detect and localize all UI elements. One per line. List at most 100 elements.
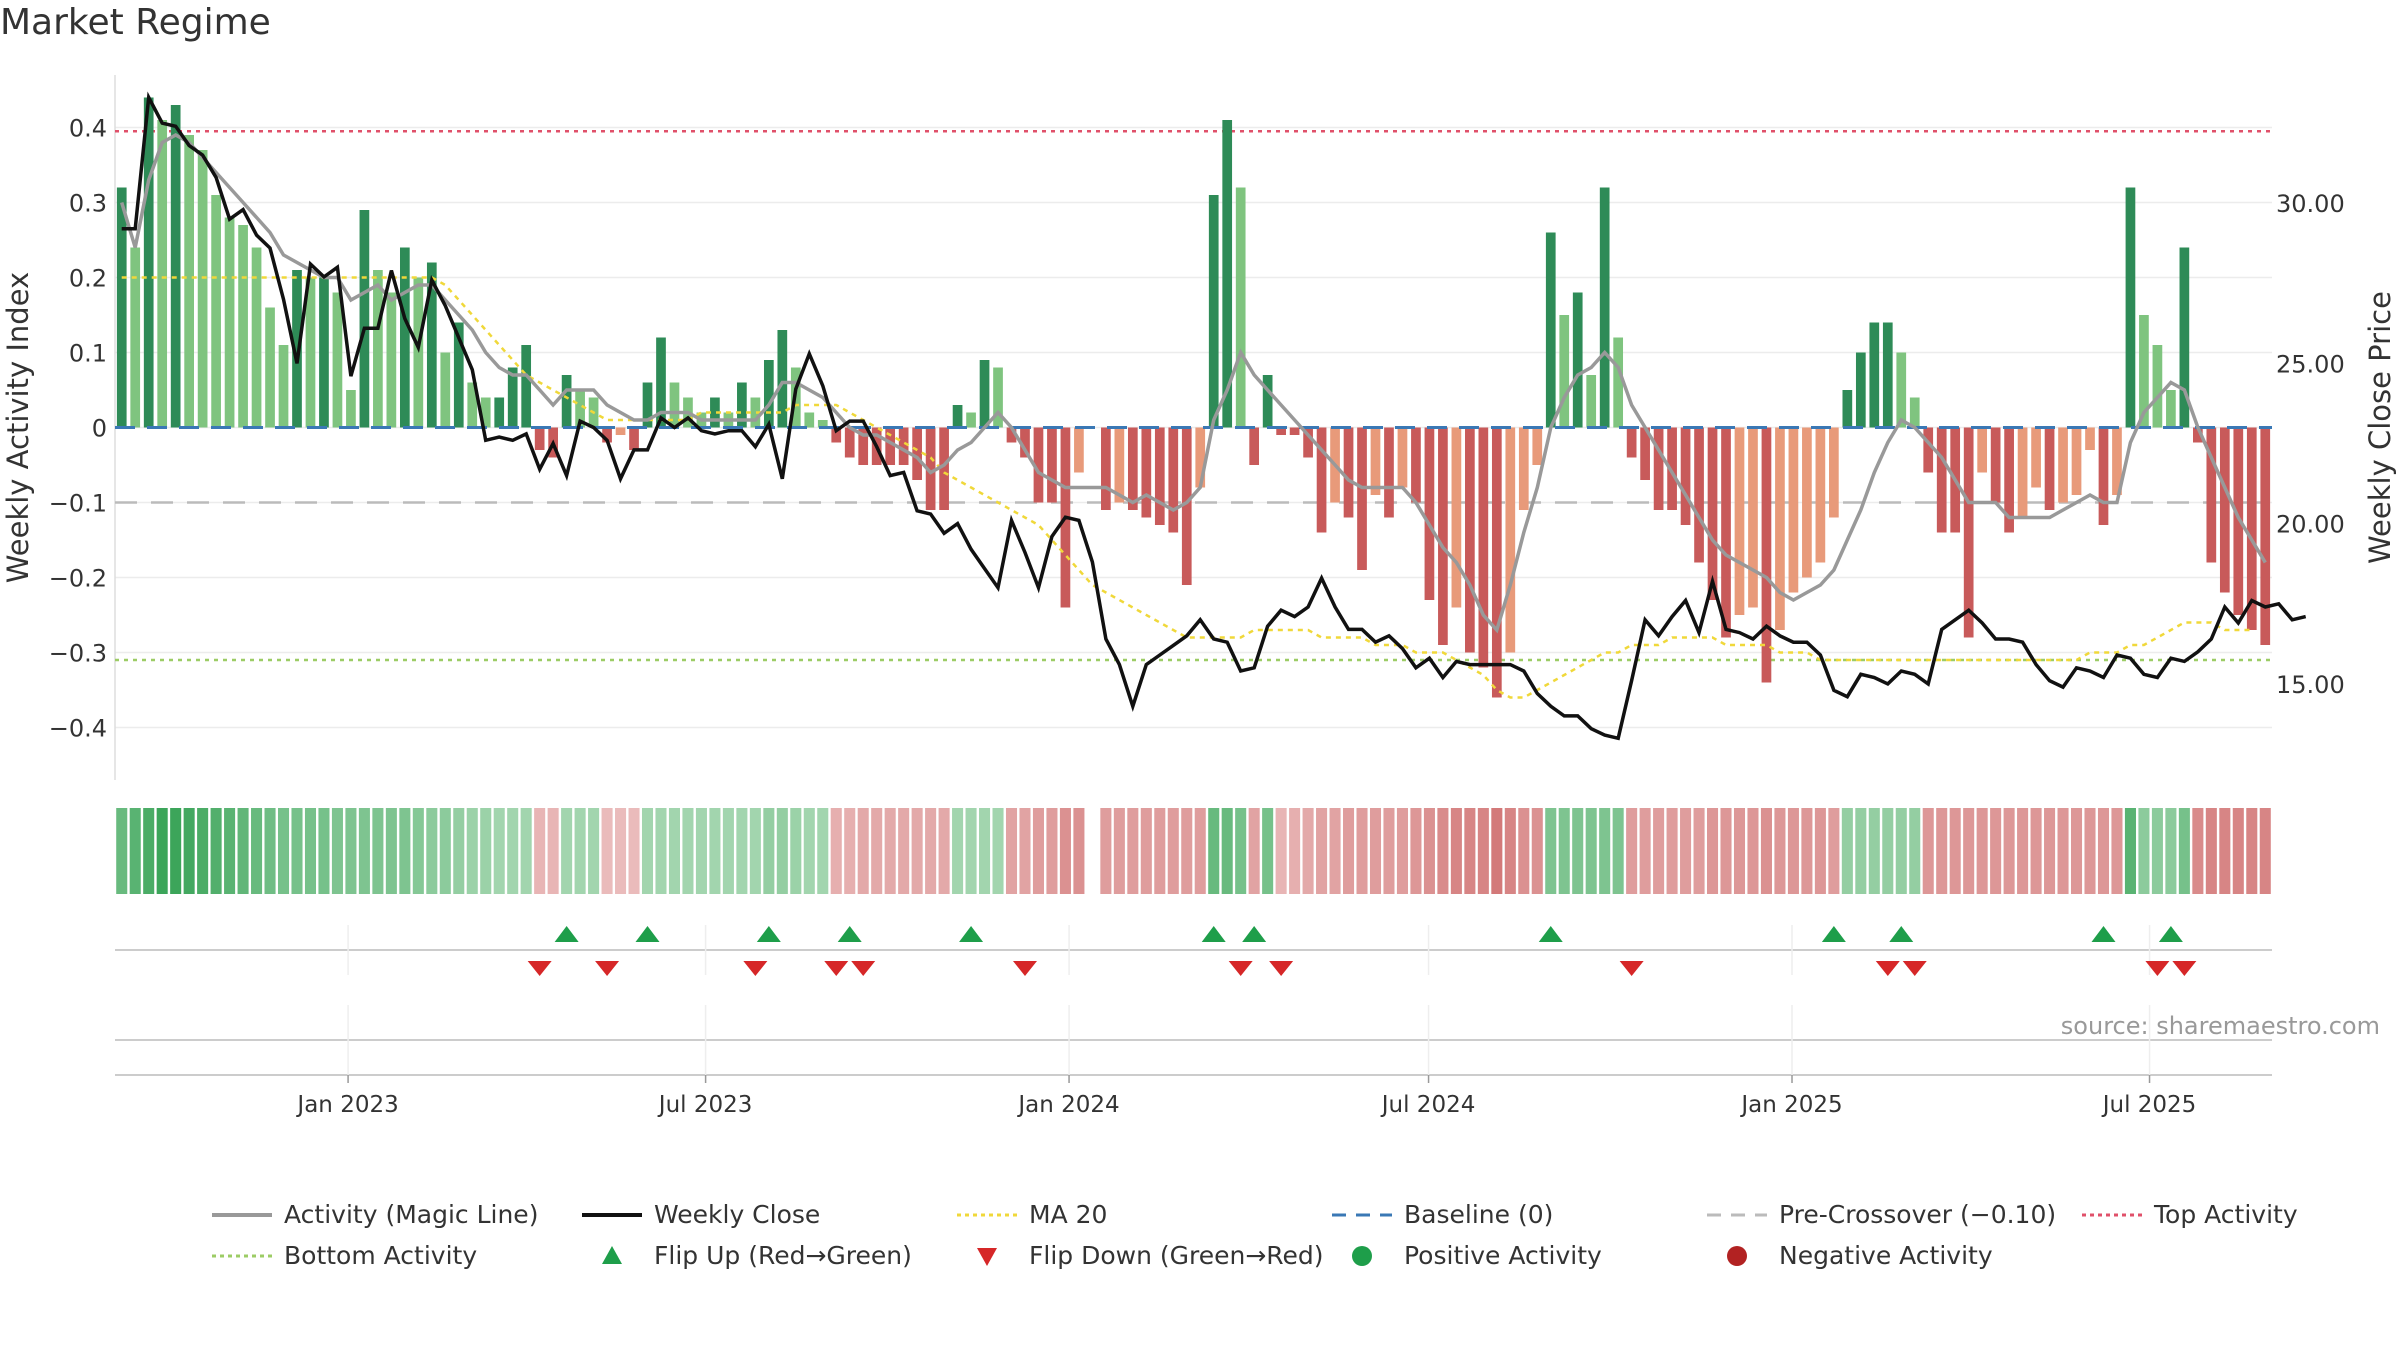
regime-strip-cell	[1855, 808, 1867, 894]
activity-bar	[575, 390, 585, 428]
activity-bar	[561, 375, 572, 428]
regime-strip-cell	[1235, 808, 1247, 894]
regime-strip-cell	[1895, 808, 1907, 894]
regime-strip-cell	[992, 808, 1004, 894]
legend-item-flip-down: Flip Down (Green→Red)	[955, 1241, 1330, 1270]
y-tick-label: −0.3	[49, 640, 107, 668]
legend-item-ma20: MA 20	[955, 1200, 1330, 1229]
activity-bar	[2166, 390, 2176, 428]
activity-bar	[1222, 120, 1233, 428]
regime-strip-cell	[1639, 808, 1651, 894]
flip-down-marker	[1012, 961, 1037, 976]
regime-strip-cell	[143, 808, 155, 894]
regime-strip-cell	[183, 808, 195, 894]
regime-strip-cell	[520, 808, 532, 894]
activity-bar	[1451, 427, 1462, 608]
regime-strip-cell	[1194, 808, 1206, 894]
activity-bar	[1761, 427, 1772, 683]
regime-strip-cell	[1383, 808, 1395, 894]
regime-strip-cell	[1747, 808, 1759, 894]
flip-up-marker	[635, 926, 660, 942]
activity-bar	[952, 405, 963, 428]
regime-strip-cell	[1680, 808, 1692, 894]
flip-down-marker	[527, 961, 552, 976]
activity-bar	[1370, 427, 1381, 495]
activity-bar	[1896, 352, 1907, 428]
regime-strip-cell	[1882, 808, 1894, 894]
regime-strip-cell	[615, 808, 627, 894]
regime-strip-cell	[1990, 808, 2002, 894]
activity-bar	[157, 120, 168, 428]
grey-solid-line-icon	[212, 1212, 272, 1217]
y2-axis-label: Weekly Close Price	[2363, 291, 2397, 564]
regime-strip-cell	[1248, 808, 1260, 894]
regime-strip-cell	[830, 808, 842, 894]
activity-bar	[1936, 427, 1947, 533]
regime-strip-cell	[1059, 808, 1071, 894]
regime-strip-cell	[2084, 808, 2096, 894]
regime-strip-cell	[412, 808, 424, 894]
activity-bar	[2044, 427, 2055, 510]
activity-bar	[211, 195, 221, 428]
regime-strip-cell	[2003, 808, 2015, 894]
legend-label: Weekly Close	[654, 1200, 821, 1229]
regime-strip-cell	[1410, 808, 1422, 894]
regime-strip-cell	[399, 808, 411, 894]
red-down-triangle-icon	[977, 1247, 997, 1266]
chart-legend: Activity (Magic Line) Weekly Close MA 20…	[210, 1200, 2370, 1270]
regime-strip-cell	[1005, 808, 1018, 894]
activity-bar	[1411, 427, 1421, 503]
activity-bar	[844, 427, 855, 458]
regime-strip-cell	[2219, 808, 2231, 894]
regime-strip-cell	[2097, 808, 2110, 894]
regime-strip-cell	[439, 808, 451, 894]
y-axis-label: Weekly Activity Index	[1, 272, 35, 583]
magic-line	[120, 132, 2267, 634]
activity-bar	[494, 397, 505, 428]
regime-strip-cell	[2070, 808, 2083, 894]
activity-bar	[1316, 427, 1327, 533]
activity-bar	[2260, 427, 2271, 645]
regime-strip-cell	[1868, 808, 1880, 894]
regime-strip-cell	[264, 808, 276, 894]
activity-bar	[1788, 427, 1799, 593]
x-tick-label: Jan 2024	[1016, 1092, 1119, 1118]
y-tick-label: 0	[92, 415, 107, 443]
regime-strip-cell	[1922, 808, 1934, 894]
activity-bar	[1855, 352, 1866, 428]
flip-up-marker	[1889, 926, 1914, 942]
x-tick-label: Jan 2025	[1739, 1092, 1842, 1118]
activity-bar	[1829, 427, 1839, 518]
regime-strip-cell	[358, 808, 370, 894]
regime-strip-cell	[628, 808, 640, 894]
activity-bar	[1748, 427, 1758, 608]
activity-bar	[939, 427, 949, 510]
regime-strip-cell	[197, 808, 209, 894]
regime-strip-cell	[1787, 808, 1799, 894]
activity-bar	[1599, 187, 1610, 428]
regime-strip-cell	[965, 808, 977, 894]
activity-bar	[332, 292, 343, 428]
flip-up-marker	[1242, 926, 1267, 942]
regime-strip-cell	[736, 808, 748, 894]
regime-strip-cell	[291, 808, 303, 894]
activity-bar	[1101, 427, 1111, 510]
regime-strip-cell	[277, 808, 290, 894]
activity-bar	[912, 427, 922, 480]
regime-strip-cell	[304, 808, 317, 894]
activity-bar	[507, 367, 518, 428]
activity-bar	[399, 247, 410, 428]
legend-label: Flip Up (Red→Green)	[654, 1241, 912, 1270]
activity-bar	[2071, 427, 2082, 495]
activity-bar	[2246, 427, 2257, 630]
regime-strip-cell	[1464, 808, 1476, 894]
regime-strip-cell	[372, 808, 384, 894]
legend-item-magic-line: Activity (Magic Line)	[210, 1200, 580, 1229]
regime-strip-cell	[1181, 808, 1193, 894]
legend-label: Bottom Activity	[284, 1241, 478, 1270]
activity-bar	[1465, 427, 1475, 653]
activity-bar	[1127, 427, 1138, 510]
regime-strip-cell	[884, 808, 896, 894]
regime-strip-cell	[1585, 808, 1597, 894]
regime-strip-cell	[1841, 808, 1853, 894]
